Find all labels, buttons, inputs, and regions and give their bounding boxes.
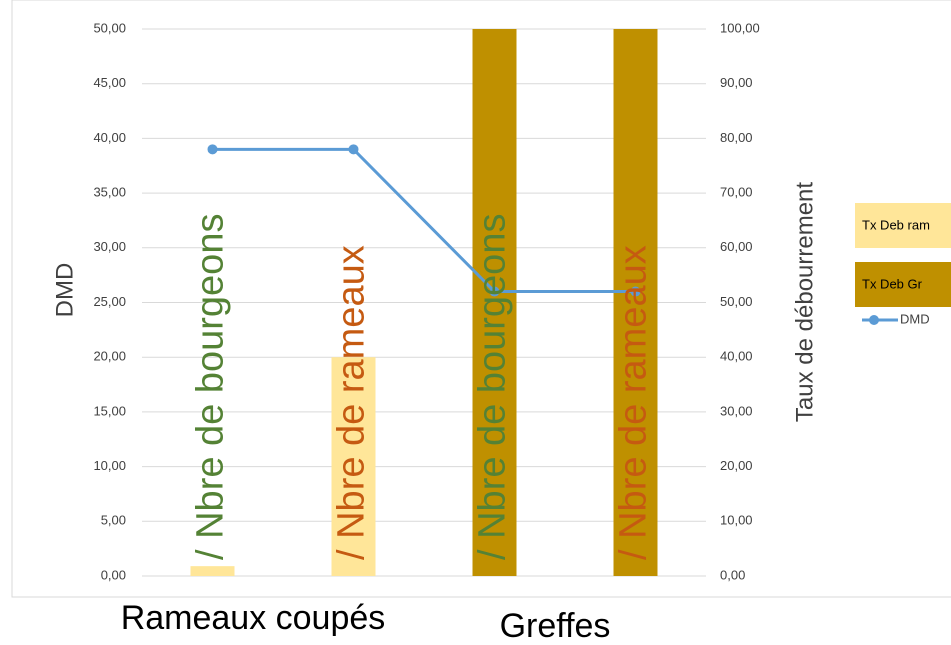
y-axis-title: DMD <box>51 263 78 318</box>
y2-tick-label: 50,00 <box>720 294 753 309</box>
y2-tick-label: 30,00 <box>720 403 753 418</box>
y2-tick-label: 70,00 <box>720 185 753 200</box>
line-marker <box>207 144 218 155</box>
bar <box>190 566 235 576</box>
legend-swatch <box>855 203 951 248</box>
y-tick-label: 25,00 <box>93 294 126 309</box>
y-tick-label: 50,00 <box>93 20 126 35</box>
y2-axis-title: Taux de débourrement <box>791 182 818 422</box>
y-tick-label: 10,00 <box>93 458 126 473</box>
y-tick-label: 45,00 <box>93 75 126 90</box>
category-label: / Nbre de bourgeons <box>190 214 232 560</box>
legend-swatch <box>855 262 951 307</box>
bar <box>472 29 517 576</box>
y2-tick-label: 0,00 <box>720 567 745 582</box>
legend: Tx Deb ram Tx Deb Gr DMD <box>855 203 951 326</box>
y2-tick-label: 40,00 <box>720 349 753 364</box>
line-marker <box>630 286 641 297</box>
y2-tick-label: 20,00 <box>720 458 753 473</box>
category-label: / Nbre de rameaux <box>331 245 373 560</box>
y2-tick-label: 80,00 <box>720 130 753 145</box>
category-label: / Nbre de bourgeons <box>472 214 514 560</box>
group-label: Rameaux coupés <box>121 599 386 637</box>
bar <box>613 29 658 576</box>
y2-tick-label: 60,00 <box>720 239 753 254</box>
line-marker <box>348 144 359 155</box>
y-tick-label: 20,00 <box>93 349 126 364</box>
group-label: Greffes <box>500 607 611 645</box>
bar <box>331 357 376 576</box>
y-tick-label: 40,00 <box>93 130 126 145</box>
legend-label: Tx Deb Gr <box>862 276 923 291</box>
legend-label: Tx Deb ram <box>862 217 930 232</box>
y-tick-label: 5,00 <box>101 513 126 528</box>
line-marker <box>489 286 500 297</box>
y-tick-label: 0,00 <box>101 567 126 582</box>
legend-marker <box>869 315 879 325</box>
legend-label: DMD <box>900 311 930 326</box>
line <box>212 147 636 294</box>
y2-tick-label: 10,00 <box>720 513 753 528</box>
category-label: / Nbre de rameaux <box>613 245 655 560</box>
y2-tick-label: 90,00 <box>720 75 753 90</box>
y-tick-label: 15,00 <box>93 403 126 418</box>
y-tick-label: 35,00 <box>93 185 126 200</box>
y-tick-label: 30,00 <box>93 239 126 254</box>
y2-tick-label: 100,00 <box>720 20 760 35</box>
